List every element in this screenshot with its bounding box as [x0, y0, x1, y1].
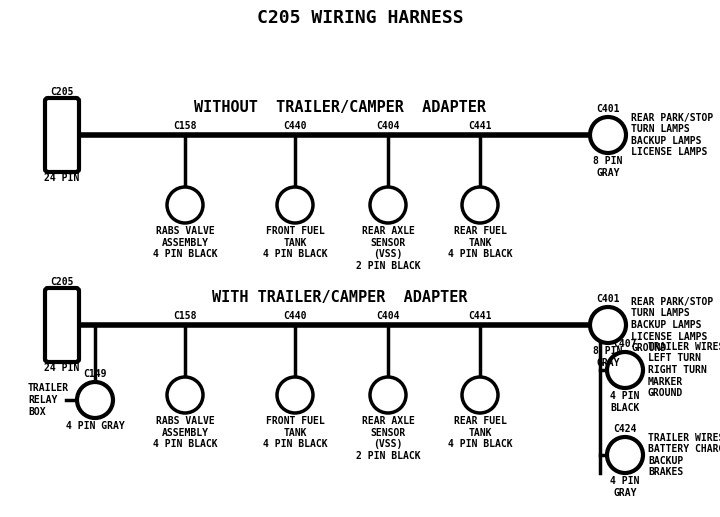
Text: 8 PIN
GRAY: 8 PIN GRAY: [593, 156, 623, 178]
Text: C407: C407: [613, 339, 636, 349]
Text: REAR AXLE
SENSOR
(VSS)
2 PIN BLACK: REAR AXLE SENSOR (VSS) 2 PIN BLACK: [356, 226, 420, 271]
FancyBboxPatch shape: [45, 98, 79, 172]
Text: C441: C441: [468, 121, 492, 131]
Text: C440: C440: [283, 311, 307, 321]
Text: REAR AXLE
SENSOR
(VSS)
2 PIN BLACK: REAR AXLE SENSOR (VSS) 2 PIN BLACK: [356, 416, 420, 461]
Text: 8 PIN
GRAY: 8 PIN GRAY: [593, 346, 623, 368]
Text: C205 WIRING HARNESS: C205 WIRING HARNESS: [257, 9, 463, 27]
Text: C404: C404: [377, 311, 400, 321]
Text: REAR FUEL
TANK
4 PIN BLACK: REAR FUEL TANK 4 PIN BLACK: [448, 226, 513, 259]
Circle shape: [370, 377, 406, 413]
Text: RABS VALVE
ASSEMBLY
4 PIN BLACK: RABS VALVE ASSEMBLY 4 PIN BLACK: [153, 416, 217, 449]
Text: C158: C158: [174, 311, 197, 321]
Text: 4 PIN GRAY: 4 PIN GRAY: [66, 421, 125, 431]
Text: C205: C205: [50, 277, 73, 287]
Text: C401: C401: [596, 294, 620, 304]
Text: 4 PIN
GRAY: 4 PIN GRAY: [611, 476, 639, 497]
Text: 24 PIN: 24 PIN: [45, 173, 80, 183]
Text: REAR PARK/STOP
TURN LAMPS
BACKUP LAMPS
LICENSE LAMPS
GROUND: REAR PARK/STOP TURN LAMPS BACKUP LAMPS L…: [631, 297, 714, 353]
Text: C149: C149: [84, 369, 107, 379]
Text: C424: C424: [613, 424, 636, 434]
Text: WITHOUT  TRAILER/CAMPER  ADAPTER: WITHOUT TRAILER/CAMPER ADAPTER: [194, 100, 486, 115]
Text: TRAILER
RELAY
BOX: TRAILER RELAY BOX: [28, 384, 69, 417]
Text: C441: C441: [468, 311, 492, 321]
Circle shape: [277, 377, 313, 413]
Circle shape: [462, 377, 498, 413]
Text: C205: C205: [50, 87, 73, 97]
Text: C158: C158: [174, 121, 197, 131]
Text: C404: C404: [377, 121, 400, 131]
Text: C401: C401: [596, 104, 620, 114]
Text: TRAILER WIRES
BATTERY CHARGE
BACKUP
BRAKES: TRAILER WIRES BATTERY CHARGE BACKUP BRAK…: [648, 433, 720, 477]
Circle shape: [462, 187, 498, 223]
FancyBboxPatch shape: [45, 288, 79, 362]
Text: 4 PIN
BLACK: 4 PIN BLACK: [611, 391, 639, 413]
Text: RABS VALVE
ASSEMBLY
4 PIN BLACK: RABS VALVE ASSEMBLY 4 PIN BLACK: [153, 226, 217, 259]
Circle shape: [167, 377, 203, 413]
Circle shape: [77, 382, 113, 418]
Circle shape: [607, 437, 643, 473]
Text: TRAILER WIRES
LEFT TURN
RIGHT TURN
MARKER
GROUND: TRAILER WIRES LEFT TURN RIGHT TURN MARKE…: [648, 342, 720, 398]
Text: 24 PIN: 24 PIN: [45, 363, 80, 373]
Text: WITH TRAILER/CAMPER  ADAPTER: WITH TRAILER/CAMPER ADAPTER: [212, 290, 468, 305]
Circle shape: [167, 187, 203, 223]
Circle shape: [277, 187, 313, 223]
Text: FRONT FUEL
TANK
4 PIN BLACK: FRONT FUEL TANK 4 PIN BLACK: [263, 416, 328, 449]
Text: REAR PARK/STOP
TURN LAMPS
BACKUP LAMPS
LICENSE LAMPS: REAR PARK/STOP TURN LAMPS BACKUP LAMPS L…: [631, 113, 714, 157]
Circle shape: [590, 117, 626, 153]
Circle shape: [607, 352, 643, 388]
Text: FRONT FUEL
TANK
4 PIN BLACK: FRONT FUEL TANK 4 PIN BLACK: [263, 226, 328, 259]
Text: REAR FUEL
TANK
4 PIN BLACK: REAR FUEL TANK 4 PIN BLACK: [448, 416, 513, 449]
Text: C440: C440: [283, 121, 307, 131]
Circle shape: [590, 307, 626, 343]
Circle shape: [370, 187, 406, 223]
